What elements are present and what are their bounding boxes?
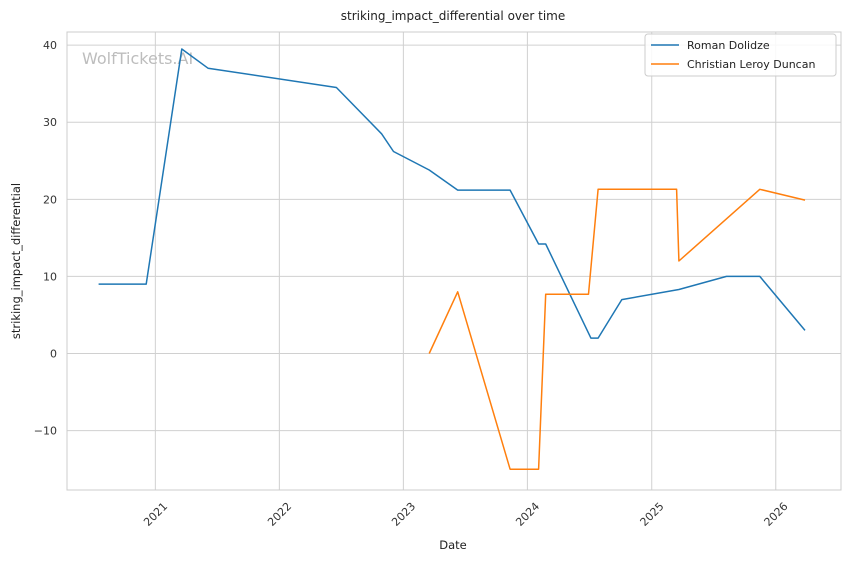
y-axis-label: striking_impact_differential: [9, 183, 23, 339]
legend: Roman Dolidze Christian Leroy Duncan: [644, 33, 837, 77]
y-tick-labels: −10 0 10 20 30 40: [34, 39, 57, 438]
legend-label-roman-dolidze: Roman Dolidze: [687, 39, 770, 52]
x-tick-labels: 2021 2022 2023 2024 2025 2026: [141, 500, 790, 529]
y-tick-label-20: 20: [43, 193, 57, 206]
series-lines: [98, 48, 806, 470]
y-tick-label-10: −10: [34, 425, 57, 438]
x-tick-label-2025: 2025: [638, 500, 667, 529]
x-tick-label-2026: 2026: [762, 500, 791, 529]
y-tick-label-40: 40: [43, 39, 57, 52]
grid-lines: [67, 32, 841, 490]
x-tick-label-2024: 2024: [513, 500, 542, 529]
plot-frame: [66, 31, 842, 491]
x-tick-label-2022: 2022: [265, 500, 294, 529]
x-axis-label: Date: [439, 538, 467, 552]
plot-background: [67, 32, 841, 490]
x-tick-label-2023: 2023: [389, 500, 418, 529]
y-tick-label-10: 10: [43, 270, 57, 283]
y-tick-label-0: 0: [50, 348, 57, 361]
x-tick-label-2021: 2021: [141, 500, 170, 529]
watermark: WolfTickets.AI: [82, 49, 193, 68]
legend-box: [644, 33, 837, 77]
legend-label-christian-leroy-duncan: Christian Leroy Duncan: [687, 58, 815, 71]
chart-title: striking_impact_differential over time: [341, 9, 566, 23]
series-line-christian-leroy-duncan: [428, 188, 806, 470]
y-tick-label-30: 30: [43, 116, 57, 129]
series-line-roman-dolidze: [98, 48, 806, 339]
